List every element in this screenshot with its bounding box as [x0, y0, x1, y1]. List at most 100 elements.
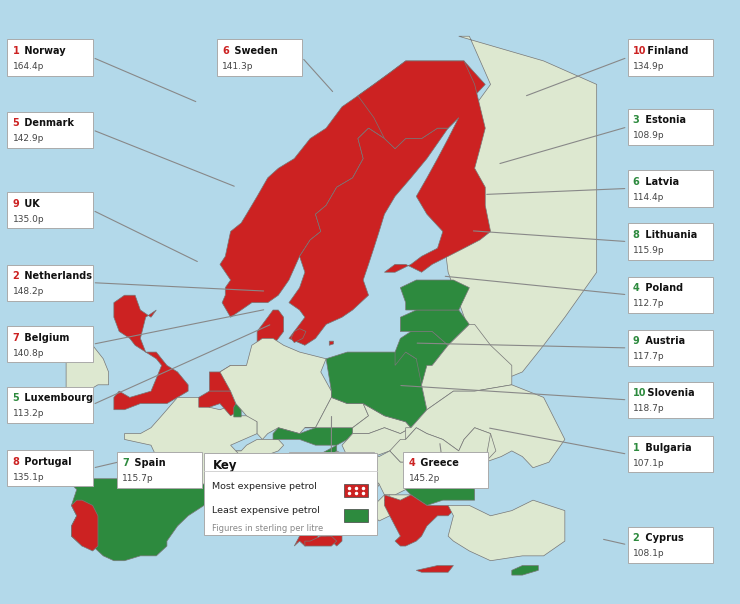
Polygon shape: [246, 474, 342, 546]
Text: 145.2p: 145.2p: [408, 475, 440, 483]
FancyBboxPatch shape: [628, 39, 713, 76]
Polygon shape: [124, 397, 257, 484]
FancyBboxPatch shape: [7, 387, 93, 423]
Polygon shape: [263, 489, 273, 500]
Text: Estonia: Estonia: [642, 115, 685, 125]
Text: 4: 4: [633, 283, 639, 293]
Polygon shape: [390, 428, 491, 484]
FancyBboxPatch shape: [7, 326, 93, 362]
Polygon shape: [337, 474, 374, 489]
Text: 146.5p: 146.5p: [294, 475, 326, 483]
Text: 114.4p: 114.4p: [633, 193, 664, 202]
Text: Greece: Greece: [417, 458, 460, 468]
Polygon shape: [400, 310, 469, 345]
Text: Sweden: Sweden: [231, 46, 278, 56]
Polygon shape: [422, 324, 512, 410]
Text: 10: 10: [633, 388, 646, 398]
Text: 8: 8: [13, 457, 19, 466]
Text: Bulgaria: Bulgaria: [642, 443, 691, 452]
FancyBboxPatch shape: [628, 277, 713, 313]
Polygon shape: [329, 341, 334, 345]
Text: 107.1p: 107.1p: [633, 459, 665, 467]
Text: Key: Key: [212, 458, 237, 472]
FancyBboxPatch shape: [7, 112, 93, 148]
Text: 141.3p: 141.3p: [222, 62, 254, 71]
Text: Belgium: Belgium: [21, 333, 70, 342]
Text: 5: 5: [13, 118, 19, 128]
Text: Finland: Finland: [644, 46, 688, 56]
Polygon shape: [305, 536, 337, 546]
FancyBboxPatch shape: [289, 452, 374, 488]
Text: 4: 4: [408, 458, 415, 468]
Text: 6: 6: [633, 177, 639, 187]
Polygon shape: [257, 310, 283, 345]
Text: 3: 3: [633, 115, 639, 125]
Polygon shape: [66, 338, 109, 391]
Text: Latvia: Latvia: [642, 177, 679, 187]
FancyBboxPatch shape: [628, 330, 713, 366]
FancyBboxPatch shape: [628, 382, 713, 418]
FancyBboxPatch shape: [217, 39, 302, 76]
Polygon shape: [417, 565, 454, 572]
Text: 1: 1: [13, 46, 19, 56]
Text: 1: 1: [633, 443, 639, 452]
Text: Spain: Spain: [131, 458, 166, 468]
Polygon shape: [72, 479, 220, 561]
Polygon shape: [406, 474, 474, 506]
Polygon shape: [114, 295, 188, 410]
FancyBboxPatch shape: [7, 265, 93, 301]
Text: 113.2p: 113.2p: [13, 410, 44, 418]
Text: 9: 9: [633, 336, 639, 346]
Text: Norway: Norway: [21, 46, 66, 56]
Text: 118.7p: 118.7p: [633, 405, 665, 413]
Text: 140.8p: 140.8p: [13, 349, 44, 358]
FancyBboxPatch shape: [628, 436, 713, 472]
Polygon shape: [437, 36, 596, 385]
Text: 10: 10: [633, 46, 646, 56]
Text: Portugal: Portugal: [21, 457, 72, 466]
Polygon shape: [369, 451, 406, 495]
Text: 115.7p: 115.7p: [122, 475, 154, 483]
Text: Cyprus: Cyprus: [642, 533, 683, 543]
Text: Poland: Poland: [642, 283, 683, 293]
Polygon shape: [353, 403, 411, 434]
FancyBboxPatch shape: [628, 223, 713, 260]
Polygon shape: [289, 128, 448, 345]
Text: 134.9p: 134.9p: [633, 62, 665, 71]
Text: Italy: Italy: [303, 458, 331, 468]
Text: 8: 8: [633, 230, 639, 240]
Polygon shape: [305, 397, 369, 428]
Text: Slovenia: Slovenia: [644, 388, 694, 398]
Text: 115.9p: 115.9p: [633, 246, 665, 255]
Text: 135.0p: 135.0p: [13, 215, 44, 223]
Polygon shape: [315, 445, 337, 462]
FancyBboxPatch shape: [628, 109, 713, 145]
Text: Austria: Austria: [642, 336, 685, 346]
Polygon shape: [374, 495, 395, 521]
Polygon shape: [236, 440, 283, 457]
FancyBboxPatch shape: [628, 527, 713, 563]
Text: 9: 9: [13, 199, 19, 208]
FancyBboxPatch shape: [403, 452, 488, 488]
Text: 148.2p: 148.2p: [13, 288, 44, 296]
FancyBboxPatch shape: [7, 450, 93, 486]
Polygon shape: [385, 495, 454, 546]
Text: 112.7p: 112.7p: [633, 300, 665, 308]
Polygon shape: [385, 495, 411, 506]
FancyBboxPatch shape: [117, 452, 202, 488]
FancyBboxPatch shape: [344, 484, 368, 497]
Text: 135.1p: 135.1p: [13, 473, 44, 481]
Text: 7: 7: [13, 333, 19, 342]
Text: 164.4p: 164.4p: [13, 62, 44, 71]
Text: 3: 3: [294, 458, 300, 468]
Polygon shape: [448, 500, 565, 561]
Polygon shape: [220, 61, 485, 317]
Polygon shape: [220, 338, 332, 440]
FancyBboxPatch shape: [7, 192, 93, 228]
Polygon shape: [512, 565, 538, 575]
Text: UK: UK: [21, 199, 40, 208]
Polygon shape: [326, 352, 427, 428]
Polygon shape: [263, 510, 273, 531]
Polygon shape: [395, 332, 448, 385]
Text: 2: 2: [633, 533, 639, 543]
